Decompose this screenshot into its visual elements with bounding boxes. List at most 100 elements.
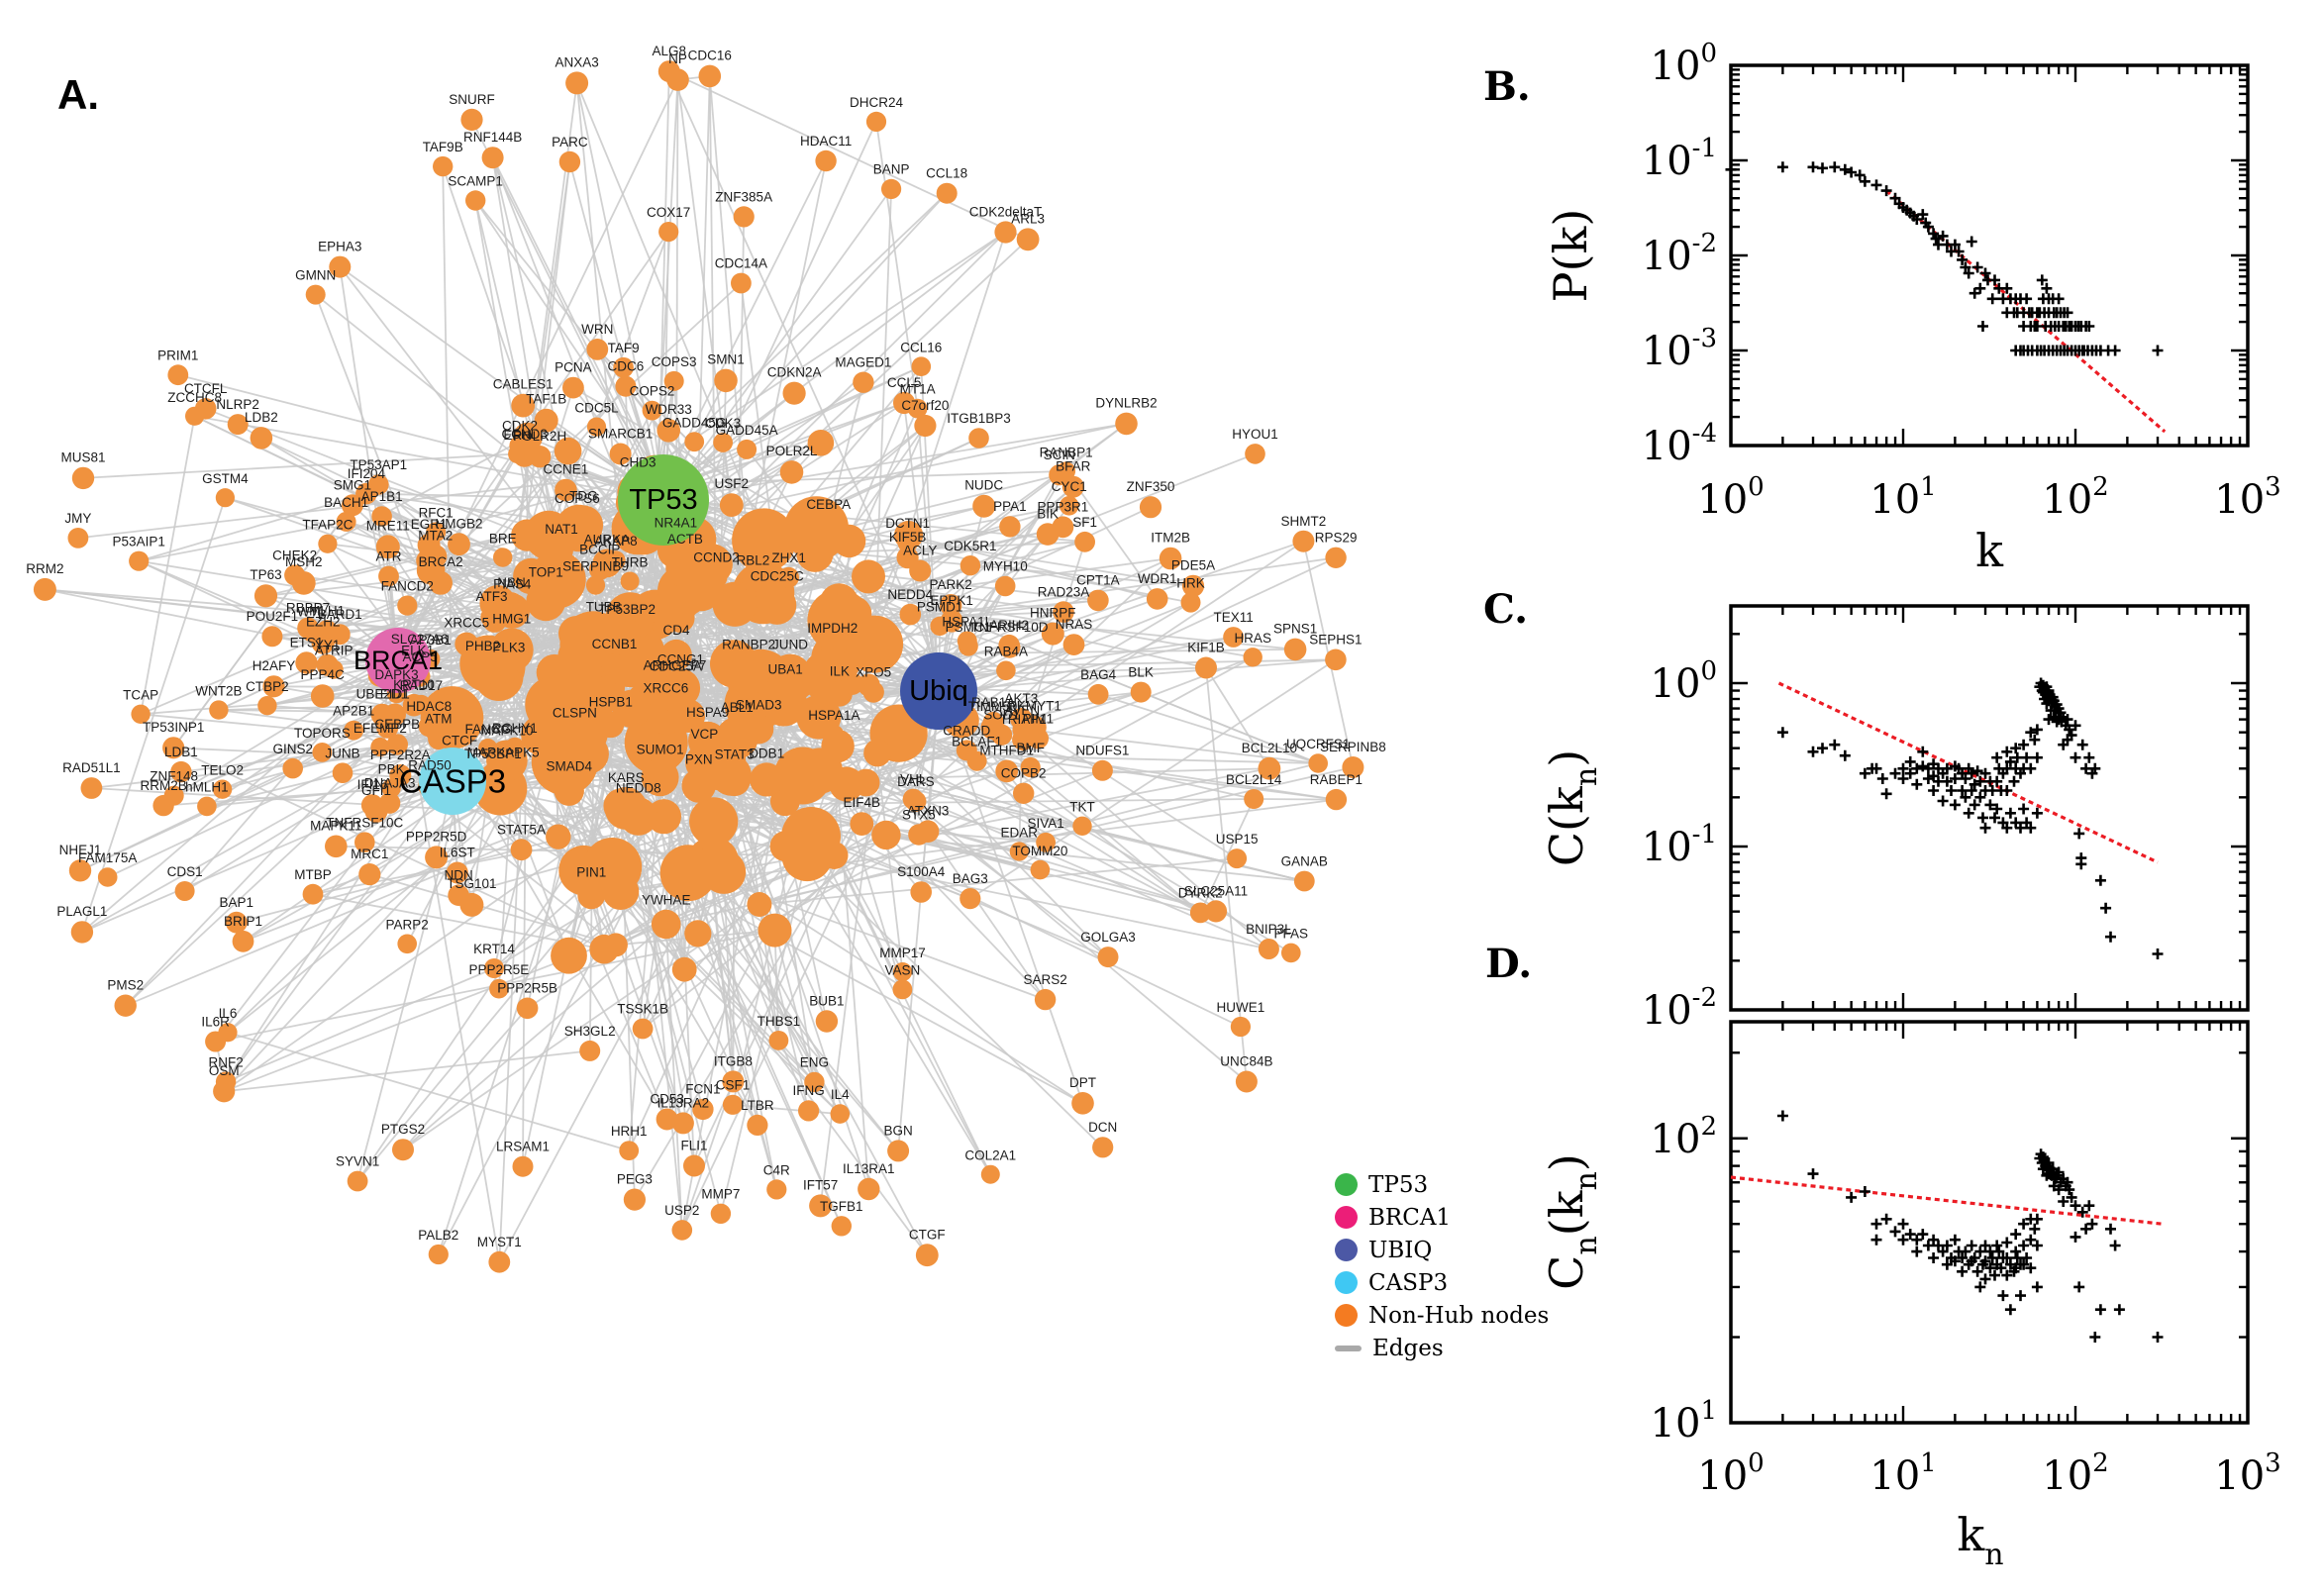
gene-node	[991, 724, 1013, 746]
gene-node	[1325, 547, 1347, 568]
gene-node	[488, 1250, 511, 1273]
gene-node	[1235, 1070, 1258, 1093]
gene-node	[994, 575, 1016, 597]
gene-node	[656, 674, 694, 712]
gene-node	[968, 428, 989, 449]
gene-node	[910, 881, 932, 903]
gene-node-label: MUS81	[60, 450, 105, 465]
gene-node-label: CLSPN	[553, 706, 597, 721]
gene-node	[907, 398, 928, 419]
gene-node	[563, 722, 586, 745]
plot-frame	[1729, 604, 2250, 1012]
gene-node	[897, 532, 918, 553]
gene-node-label: ATM	[425, 712, 453, 727]
gene-node	[71, 466, 95, 490]
gene-node-label: HDAC8	[406, 699, 452, 714]
gene-node-label: TCAP	[123, 688, 158, 703]
gene-node	[1074, 531, 1095, 552]
gene-node-label: DAPK3	[374, 667, 418, 682]
gene-node-label: HSPB1	[589, 695, 633, 710]
gene-node	[305, 284, 326, 305]
gene-node	[577, 881, 606, 910]
gene-node-label: BMF	[1016, 741, 1045, 755]
gene-node-label: ARHGEF7	[644, 657, 707, 672]
gene-node	[397, 934, 418, 954]
gene-node	[940, 594, 962, 617]
gene-node-label: LDB1	[164, 745, 198, 759]
gene-node-label: THRB	[612, 555, 649, 570]
gene-node	[737, 439, 758, 459]
x-tick-label: 102	[2042, 1448, 2108, 1499]
legend-item-brca1: BRCA1	[1335, 1201, 1549, 1234]
gene-node-label: AP3B1	[410, 633, 452, 648]
gene-node	[170, 760, 192, 783]
gene-node-label: TEX11	[1213, 610, 1253, 625]
gene-node	[33, 577, 56, 601]
gene-node-label: WDR1	[1138, 571, 1177, 586]
gene-node-label: SIVA1	[1027, 816, 1063, 831]
gene-node	[1281, 943, 1301, 963]
gene-node	[448, 533, 470, 556]
gene-node-label: PLAGL1	[56, 904, 107, 919]
gene-node-label: TP53AP1	[350, 457, 407, 472]
gene-node-label: CDS1	[167, 864, 203, 879]
gene-node	[358, 863, 381, 886]
gene-node-label: PSMD1	[917, 600, 963, 615]
gene-node	[1146, 588, 1168, 610]
gene-node-label: IL13RA2	[657, 1095, 710, 1110]
gene-node	[1034, 988, 1057, 1011]
gene-node-label: CDC25C	[751, 569, 804, 584]
gene-node-label: SCAMP1	[448, 173, 503, 188]
gene-node	[282, 757, 304, 779]
gene-node	[383, 703, 407, 727]
gene-node-label: EPHA3	[318, 240, 361, 254]
legend-item-casp3: CASP3	[1335, 1266, 1549, 1299]
gene-node	[779, 460, 804, 484]
gene-node-label: TAF9B	[423, 140, 463, 154]
gene-node-label: CHD3	[620, 454, 656, 469]
gene-node-label: LTBR	[741, 1098, 774, 1113]
gene-node-label: USP2	[664, 1203, 699, 1218]
gene-node-label: MTHFD1	[979, 744, 1034, 758]
hub-node-label-tp53: TP53	[629, 484, 697, 516]
gene-node	[722, 1094, 744, 1115]
gene-node-label: BAG4	[1080, 667, 1117, 682]
gene-node-label: CDK3	[705, 416, 741, 431]
gene-node-label: SPNS1	[1273, 622, 1317, 637]
gene-node-label: NEDD4	[887, 587, 933, 602]
gene-node	[914, 414, 937, 438]
gene-node-label: EID1	[380, 687, 410, 702]
gene-node-label: IFI16	[357, 777, 388, 792]
gene-node	[1181, 574, 1205, 597]
gene-node-label: RAD51L1	[62, 760, 121, 775]
gene-node-label: RAB1A	[971, 695, 1015, 710]
gene-node-label: WT1	[297, 604, 326, 619]
x-axis-title: kn	[1957, 1508, 2003, 1572]
gene-node	[609, 443, 632, 465]
panel-c-chart: 100 10-1 10-2 C(kn)	[1540, 604, 2250, 1034]
gene-node-label: PPP3R1	[1038, 499, 1089, 514]
gene-node-label: ALG8	[653, 44, 687, 58]
gene-node	[641, 758, 679, 797]
gene-node-label: PBK	[378, 762, 405, 777]
gene-node-label: CCNG1	[657, 651, 704, 666]
gene-node-label: RRM2B	[140, 778, 186, 793]
gene-node-label: FANCG	[464, 722, 511, 737]
gene-node	[681, 768, 716, 803]
gene-node-label: BRIP1	[224, 914, 262, 929]
gene-node	[657, 60, 680, 83]
gene-node	[936, 182, 958, 204]
gene-node-label: IL4	[831, 1087, 850, 1102]
gene-node	[798, 1100, 820, 1122]
gene-node-label: GADD45G	[662, 415, 727, 430]
gene-node-label: ACP5	[403, 649, 438, 664]
gene-node	[1130, 681, 1152, 703]
gene-node-label: CTBP2	[246, 679, 289, 694]
gene-node-label: RNF2	[208, 1054, 243, 1069]
gene-node-label: BANP	[873, 162, 910, 177]
gene-node-label: AURKA	[584, 533, 631, 548]
gene-node	[1062, 634, 1085, 655]
network-hubs-layer	[365, 454, 977, 815]
plot-frame	[1729, 63, 2250, 448]
node-swatch-icon	[1335, 1271, 1358, 1294]
